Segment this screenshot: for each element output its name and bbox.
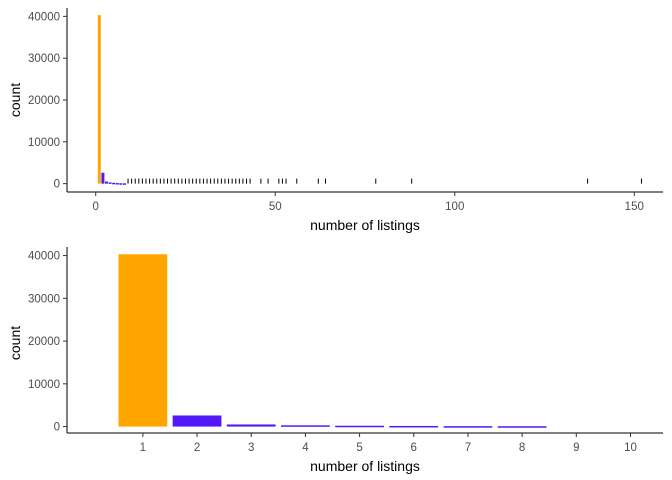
top-x-tick-label: 0 — [93, 201, 99, 213]
bottom-x-tick-label: 3 — [248, 442, 254, 454]
bottom-x-tick-label: 4 — [302, 442, 309, 454]
histogram-panel-all: 0 10000 20000 30000 40000 0 50 100 150 number o… — [7, 8, 663, 233]
top-bar — [101, 172, 105, 184]
top-bar — [112, 182, 116, 185]
top-bar — [104, 181, 108, 184]
bottom-y-tick-label: 0 — [54, 422, 60, 434]
bottom-bar — [389, 425, 439, 428]
top-bar — [122, 183, 126, 185]
top-y-tick-label: 0 — [54, 179, 60, 191]
top-x-axis-title: number of listings — [310, 217, 420, 233]
top-bar — [108, 182, 112, 184]
bottom-y-tick-label: 40000 — [28, 251, 60, 263]
top-y-tick-label: 40000 — [28, 11, 60, 23]
bottom-bars — [118, 254, 547, 428]
bottom-x-tick-label: 1 — [140, 442, 146, 454]
bottom-x-tick-label: 6 — [411, 442, 417, 454]
bottom-x-tick-label: 10 — [624, 442, 637, 454]
bottom-x-tick-label: 5 — [356, 442, 362, 454]
top-bar — [119, 183, 123, 185]
top-x-tick-label: 100 — [445, 201, 464, 213]
bottom-y-ticks: 0 10000 20000 30000 40000 — [28, 251, 67, 434]
bottom-bar — [335, 425, 384, 428]
bottom-bar — [443, 426, 493, 428]
bottom-y-axis-title: count — [7, 326, 23, 360]
bottom-bar — [497, 426, 547, 428]
bottom-x-tick-label: 2 — [194, 442, 200, 454]
bottom-y-tick-label: 10000 — [28, 379, 60, 391]
bar-panel-first-ten: 0 10000 20000 30000 40000 1 2 3 4 5 6 7 8 9 10 number… — [7, 247, 663, 474]
top-y-tick-label: 30000 — [28, 53, 60, 65]
bottom-bar — [118, 254, 168, 427]
top-x-ticks: 0 50 100 150 — [93, 192, 644, 213]
bottom-x-tick-label: 9 — [573, 442, 579, 454]
top-y-axis-title: count — [7, 83, 23, 117]
top-y-tick-label: 10000 — [28, 137, 60, 149]
bottom-x-axis-title: number of listings — [310, 458, 420, 474]
top-bars — [97, 15, 642, 185]
top-y-tick-label: 20000 — [28, 95, 60, 107]
bottom-bar — [172, 415, 222, 427]
top-x-tick-label: 50 — [269, 201, 282, 213]
top-bar — [115, 183, 119, 185]
bottom-bar — [281, 425, 330, 427]
bottom-y-tick-label: 30000 — [28, 293, 60, 305]
bottom-x-tick-label: 7 — [465, 442, 471, 454]
bottom-bar — [226, 424, 276, 427]
top-x-tick-label: 150 — [625, 201, 644, 213]
bottom-x-ticks: 1 2 3 4 5 6 7 8 9 10 — [140, 433, 637, 454]
top-bar — [97, 15, 101, 184]
bottom-y-tick-label: 20000 — [28, 336, 60, 348]
bottom-x-tick-label: 8 — [519, 442, 525, 454]
top-y-ticks: 0 10000 20000 30000 40000 — [28, 11, 67, 191]
